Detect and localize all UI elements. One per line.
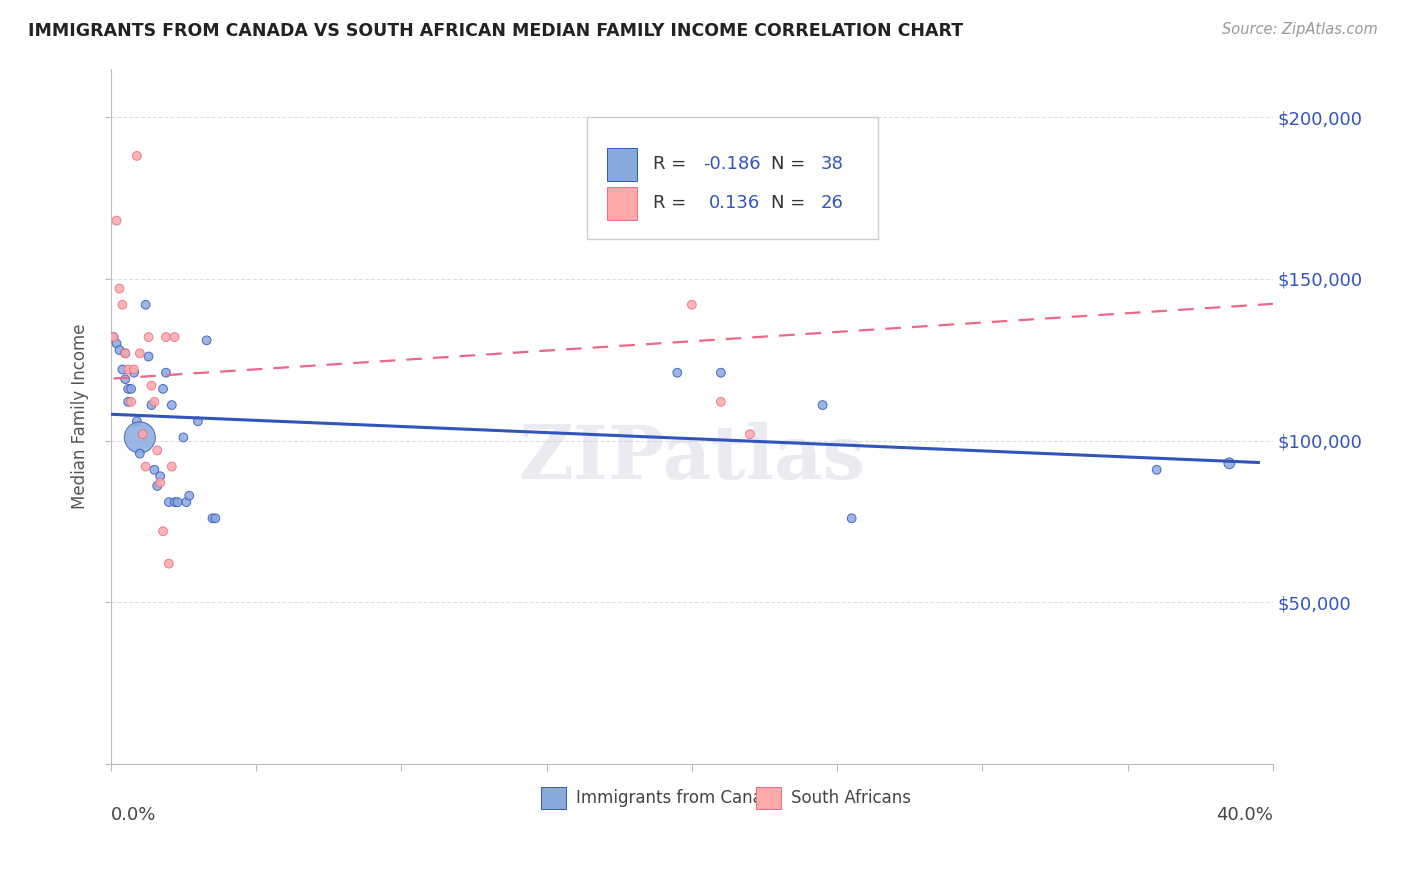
Point bbox=[108, 343, 131, 357]
Point bbox=[117, 394, 139, 409]
Point bbox=[146, 443, 169, 458]
Y-axis label: Median Family Income: Median Family Income bbox=[72, 324, 89, 509]
Bar bbox=[756, 788, 782, 810]
Point bbox=[108, 282, 131, 296]
Point bbox=[105, 213, 128, 227]
Point bbox=[152, 524, 174, 539]
Bar bbox=[541, 788, 567, 810]
Point bbox=[1146, 463, 1168, 477]
Text: -0.186: -0.186 bbox=[703, 155, 761, 173]
Point bbox=[128, 430, 150, 444]
Point bbox=[111, 362, 134, 376]
Point bbox=[651, 149, 673, 163]
Point bbox=[681, 298, 703, 312]
Point bbox=[841, 511, 863, 525]
Point bbox=[120, 382, 142, 396]
Point bbox=[117, 362, 139, 376]
Point bbox=[176, 495, 198, 509]
Point bbox=[811, 398, 834, 412]
Point bbox=[166, 495, 188, 509]
Text: 40.0%: 40.0% bbox=[1216, 806, 1272, 824]
Text: 38: 38 bbox=[821, 155, 844, 173]
Point bbox=[149, 469, 172, 483]
Point bbox=[160, 398, 183, 412]
Point bbox=[125, 414, 148, 428]
Point bbox=[149, 475, 172, 490]
Point bbox=[111, 298, 134, 312]
Text: 0.0%: 0.0% bbox=[111, 806, 156, 824]
Text: ZIPatlas: ZIPatlas bbox=[519, 422, 865, 495]
Point bbox=[128, 346, 150, 360]
Bar bbox=[607, 186, 637, 220]
Point bbox=[117, 382, 139, 396]
Point bbox=[195, 334, 218, 348]
Point bbox=[163, 495, 186, 509]
Point bbox=[710, 394, 733, 409]
Point bbox=[125, 149, 148, 163]
Text: South Africans: South Africans bbox=[790, 789, 911, 807]
Text: N =: N = bbox=[770, 194, 811, 212]
Point bbox=[1218, 456, 1240, 470]
Point bbox=[172, 430, 194, 444]
Text: R =: R = bbox=[654, 194, 693, 212]
Point bbox=[135, 459, 157, 474]
Point bbox=[179, 489, 201, 503]
Point bbox=[114, 346, 136, 360]
Text: 0.136: 0.136 bbox=[709, 194, 761, 212]
Point bbox=[163, 330, 186, 344]
Point bbox=[103, 330, 125, 344]
Text: R =: R = bbox=[654, 155, 693, 173]
Text: 26: 26 bbox=[821, 194, 844, 212]
Point bbox=[120, 394, 142, 409]
Point bbox=[132, 427, 155, 442]
Point bbox=[138, 350, 160, 364]
Point bbox=[146, 479, 169, 493]
Point bbox=[135, 298, 157, 312]
Text: Source: ZipAtlas.com: Source: ZipAtlas.com bbox=[1222, 22, 1378, 37]
Point bbox=[138, 330, 160, 344]
Point bbox=[122, 362, 145, 376]
Bar bbox=[607, 148, 637, 181]
Point bbox=[157, 495, 180, 509]
Point bbox=[114, 372, 136, 386]
Point bbox=[141, 398, 163, 412]
Point bbox=[201, 511, 224, 525]
FancyBboxPatch shape bbox=[588, 117, 877, 239]
Point bbox=[128, 447, 150, 461]
Point bbox=[710, 366, 733, 380]
Point bbox=[738, 427, 761, 442]
Text: N =: N = bbox=[770, 155, 811, 173]
Point bbox=[155, 366, 177, 380]
Point bbox=[122, 366, 145, 380]
Point bbox=[187, 414, 209, 428]
Point bbox=[204, 511, 226, 525]
Point bbox=[114, 346, 136, 360]
Point bbox=[155, 330, 177, 344]
Point bbox=[143, 463, 166, 477]
Point bbox=[103, 330, 125, 344]
Text: IMMIGRANTS FROM CANADA VS SOUTH AFRICAN MEDIAN FAMILY INCOME CORRELATION CHART: IMMIGRANTS FROM CANADA VS SOUTH AFRICAN … bbox=[28, 22, 963, 40]
Point bbox=[160, 459, 183, 474]
Text: Immigrants from Canada: Immigrants from Canada bbox=[575, 789, 783, 807]
Point bbox=[666, 366, 689, 380]
Point bbox=[143, 394, 166, 409]
Point bbox=[152, 382, 174, 396]
Point bbox=[105, 336, 128, 351]
Point bbox=[157, 557, 180, 571]
Point bbox=[141, 378, 163, 392]
